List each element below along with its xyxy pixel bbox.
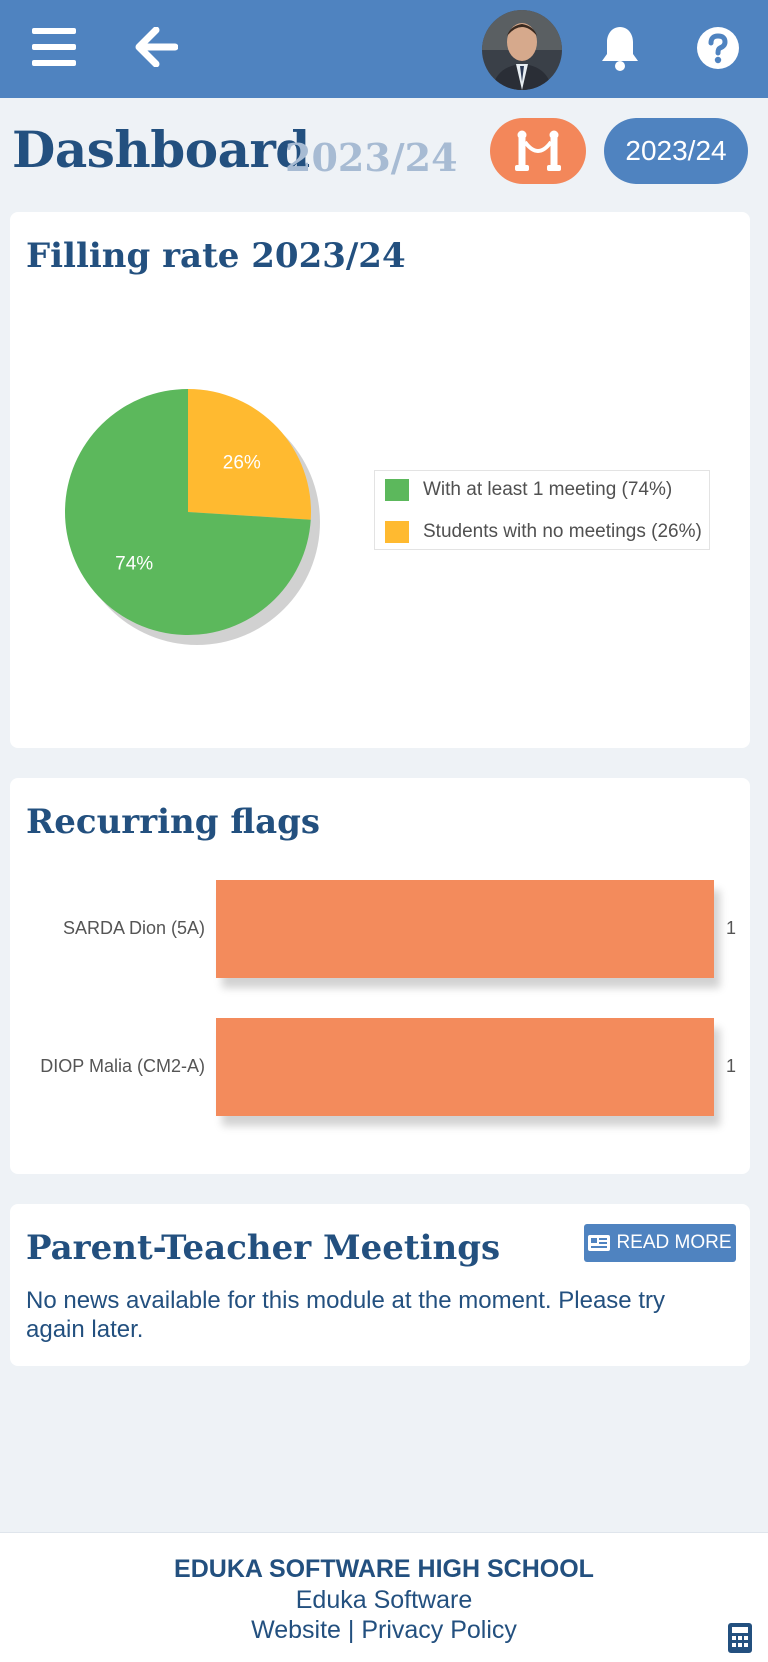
pie-legend: With at least 1 meeting (74%) Students wi… — [374, 470, 710, 550]
bar-value-label: 1 — [726, 918, 737, 938]
meetings-module-button[interactable] — [490, 118, 586, 184]
meeting-stanchion-icon — [515, 130, 561, 171]
legend-swatch — [385, 479, 409, 501]
legend-item[interactable]: With at least 1 meeting (74%) — [385, 479, 672, 501]
read-more-label: READ MORE — [616, 1232, 732, 1253]
parent-teacher-meetings-card: Parent-Teacher Meetings READ MORE No new… — [10, 1204, 750, 1366]
footer-link-separator: | — [340, 1616, 362, 1644]
bar-value-label: 1 — [726, 1056, 737, 1076]
website-link[interactable]: Website — [251, 1616, 341, 1644]
school-year-selector[interactable]: 2023/24 — [604, 118, 748, 184]
user-avatar[interactable] — [482, 10, 562, 90]
filling-rate-card: Filling rate 2023/24 26% 74% With at leas… — [10, 212, 750, 748]
pie-data-label: 74% — [115, 554, 153, 575]
pie-slice-no-meeting[interactable] — [188, 389, 311, 520]
recurring-flags-title: Recurring flags — [26, 802, 321, 842]
legend-item[interactable]: Students with no meetings (26%) — [385, 521, 702, 543]
legend-swatch — [385, 521, 409, 543]
top-navigation-bar — [0, 0, 768, 98]
filling-rate-pie-chart: 26% 74% — [64, 389, 320, 645]
pie-data-label: 26% — [223, 452, 261, 473]
bar-category-label: SARDA Dion (5A) — [62, 918, 205, 938]
bell-icon[interactable] — [594, 20, 646, 76]
read-more-button[interactable]: READ MORE — [584, 1224, 736, 1262]
page-title: Dashboard — [12, 120, 310, 179]
legend-label: Students with no meetings (26%) — [423, 521, 702, 542]
legend-label: With at least 1 meeting (74%) — [423, 479, 673, 500]
flag-bar[interactable] — [216, 1018, 714, 1116]
filling-rate-title: Filling rate 2023/24 — [26, 236, 406, 276]
hamburger-menu-icon[interactable] — [28, 24, 80, 70]
arrow-left-icon[interactable] — [130, 24, 182, 70]
question-circle-icon[interactable] — [692, 22, 744, 74]
bar-category-label: DIOP Malia (CM2-A) — [40, 1056, 205, 1076]
newspaper-icon — [588, 1235, 611, 1251]
calculator-icon[interactable] — [728, 1623, 752, 1653]
footer-school-name: EDUKA SOFTWARE HIGH SCHOOL — [174, 1555, 594, 1583]
recurring-flags-card: Recurring flags SARDA Dion (5A) 1 DIOP Mal… — [10, 778, 750, 1174]
meetings-title: Parent-Teacher Meetings — [26, 1228, 501, 1268]
page-year: 2023/24 — [285, 135, 458, 180]
footer-company-name: Eduka Software — [295, 1586, 473, 1614]
pie-slice-with-meeting[interactable] — [64, 389, 311, 635]
footer: EDUKA SOFTWARE HIGH SCHOOL Eduka Softwar… — [0, 1532, 768, 1662]
privacy-policy-link[interactable]: Privacy Policy — [361, 1616, 517, 1644]
no-news-message: No news available for this module at the… — [26, 1287, 665, 1343]
footer-links: Website | Privacy Policy — [0, 1616, 768, 1645]
flag-bar[interactable] — [216, 880, 714, 978]
